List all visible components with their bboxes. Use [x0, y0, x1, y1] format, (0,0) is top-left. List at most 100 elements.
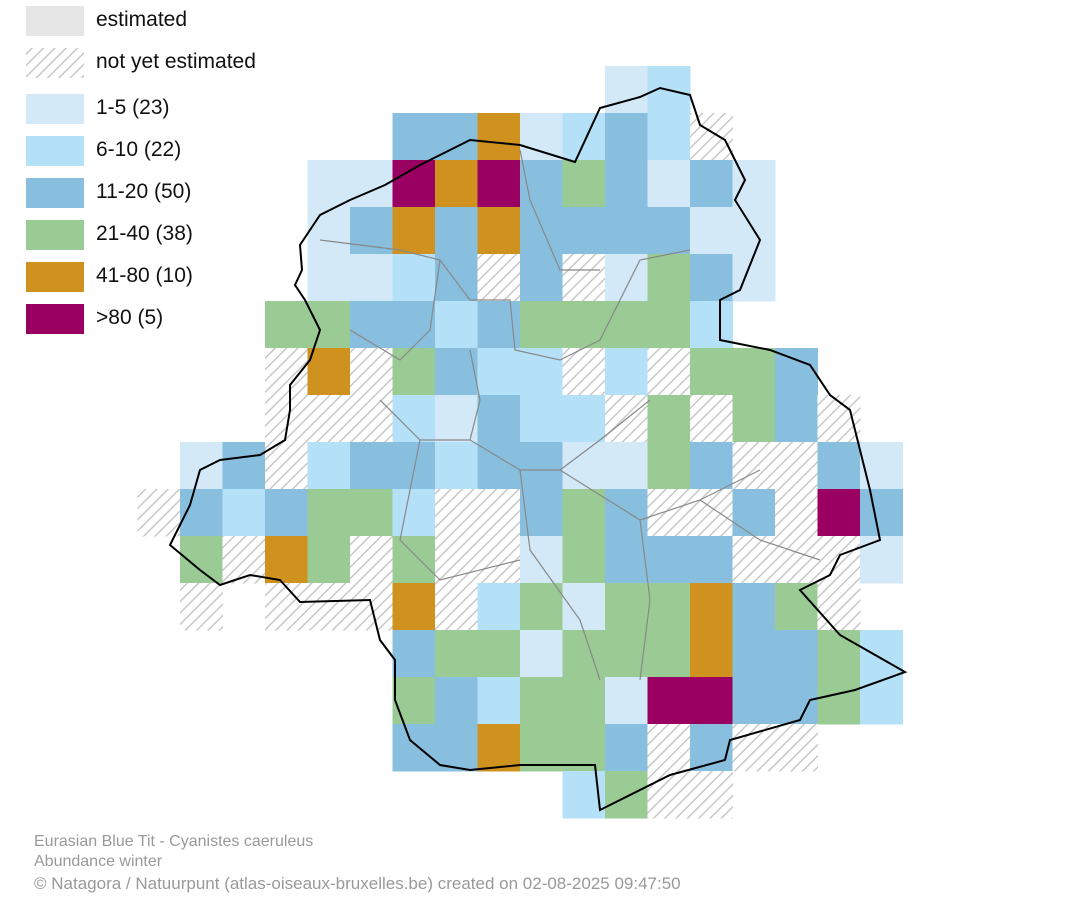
- grid-square: [477, 113, 521, 161]
- grid-square: [647, 348, 691, 396]
- legend-swatch: [26, 220, 84, 250]
- grid-square: [562, 583, 606, 631]
- grid-square: [180, 442, 223, 490]
- grid-square: [562, 630, 606, 678]
- grid-square: [520, 301, 563, 349]
- grid-square: [520, 724, 563, 772]
- grid-square: [775, 630, 818, 678]
- map-subtitle: Abundance winter: [34, 853, 163, 870]
- grid-square: [775, 442, 818, 490]
- grid-square: [392, 301, 436, 349]
- grid-square: [435, 724, 478, 772]
- grid-square: [392, 677, 436, 725]
- grid-square: [477, 536, 521, 584]
- municipal-boundaries: [319, 149, 821, 681]
- grid-square: [435, 442, 478, 490]
- grid-square: [690, 677, 733, 725]
- grid-square: [817, 677, 861, 725]
- grid-square: [605, 113, 648, 161]
- grid-square: [605, 724, 648, 772]
- grid-square: [647, 677, 691, 725]
- legend-label: 41-80 (10): [96, 264, 193, 287]
- grid-square: [817, 489, 861, 537]
- grid-square: [647, 254, 691, 302]
- grid-square: [775, 677, 818, 725]
- grid-square: [605, 207, 648, 255]
- grid-square: [392, 254, 436, 302]
- grid-square: [392, 160, 436, 208]
- grid-square: [477, 677, 521, 725]
- grid-square: [605, 301, 648, 349]
- grid-square: [690, 583, 733, 631]
- grid-square: [605, 348, 648, 396]
- grid-square: [562, 395, 606, 443]
- grid-square: [775, 583, 818, 631]
- grid-square: [605, 160, 648, 208]
- grid-square: [817, 630, 861, 678]
- grid-square: [647, 771, 691, 819]
- grid-square: [307, 583, 351, 631]
- grid-square: [562, 348, 606, 396]
- legend-label: estimated: [96, 8, 188, 31]
- grid-square: [392, 442, 436, 490]
- grid-square: [350, 536, 393, 584]
- grid-square: [562, 724, 606, 772]
- grid-square: [732, 677, 776, 725]
- legend-label: not yet estimated: [96, 50, 256, 73]
- grid-square: [647, 536, 691, 584]
- grid-square: [477, 489, 521, 537]
- grid-square: [350, 301, 393, 349]
- grid-square: [860, 442, 903, 490]
- grid-square: [562, 207, 606, 255]
- grid-square: [350, 395, 393, 443]
- grid-square: [265, 536, 308, 584]
- grid-square: [647, 160, 691, 208]
- grid-square: [392, 489, 436, 537]
- grid-square: [775, 489, 818, 537]
- grid-square: [520, 207, 563, 255]
- grid-square: [690, 254, 733, 302]
- grid-square: [520, 630, 563, 678]
- grid-square: [222, 489, 266, 537]
- grid-square: [307, 207, 351, 255]
- grid-square: [732, 536, 776, 584]
- grid-square: [562, 160, 606, 208]
- grid-square: [477, 254, 521, 302]
- grid-square: [562, 489, 606, 537]
- grid-square: [477, 630, 521, 678]
- grid-square: [817, 442, 861, 490]
- grid-square: [647, 489, 691, 537]
- grid-cells: [137, 66, 903, 819]
- legend-swatch: [26, 136, 84, 166]
- grid-square: [307, 536, 351, 584]
- grid-square: [647, 113, 691, 161]
- grid-square: [477, 395, 521, 443]
- grid-square: [732, 630, 776, 678]
- grid-square: [520, 254, 563, 302]
- legend-label: 21-40 (38): [96, 222, 193, 245]
- legend-swatch: [26, 6, 84, 36]
- grid-square: [477, 301, 521, 349]
- grid-square: [732, 489, 776, 537]
- grid-square: [690, 160, 733, 208]
- grid-square: [307, 489, 351, 537]
- grid-square: [435, 583, 478, 631]
- grid-square: [605, 677, 648, 725]
- grid-square: [435, 113, 478, 161]
- grid-square: [477, 348, 521, 396]
- grid-square: [477, 724, 521, 772]
- grid-square: [732, 254, 776, 302]
- grid-square: [307, 160, 351, 208]
- legend-swatch: [26, 304, 84, 334]
- grid-square: [392, 630, 436, 678]
- grid-square: [690, 113, 733, 161]
- grid-square: [690, 536, 733, 584]
- grid-square: [307, 395, 351, 443]
- grid-square: [647, 207, 691, 255]
- grid-square: [732, 395, 776, 443]
- grid-square: [562, 113, 606, 161]
- grid-square: [690, 395, 733, 443]
- grid-square: [562, 677, 606, 725]
